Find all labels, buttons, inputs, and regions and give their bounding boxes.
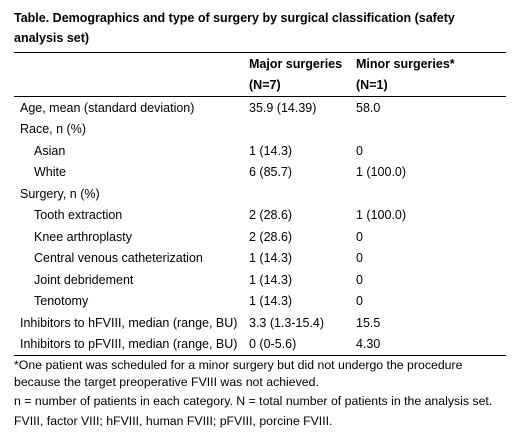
table-row: Asian 1 (14.3) 0 [14,140,506,162]
table-body: Age, mean (standard deviation) 35.9 (14.3… [14,97,506,356]
major-value [243,119,350,141]
minor-value [350,119,506,141]
row-label: Race, n (%) [20,122,86,137]
major-value: 2 (28.6) [249,229,293,244]
row-label: White [34,165,66,180]
footnote: FVIII, factor VIII; hFVIII, human FVIII;… [14,413,333,428]
major-value: 1 (14.3) [249,272,293,287]
minor-value: 0 [356,294,363,309]
row-label: Central venous catheterization [34,251,203,266]
minor-value: 4.30 [350,333,506,356]
minor-value: 0 [356,143,363,158]
minor-value: 1 (100.0) [356,208,407,223]
major-value: 2 (28.6) [249,208,293,223]
row-label: Inhibitors to pFVIII, median (range, BU) [14,333,243,356]
row-label: Tenotomy [34,294,89,309]
row-label: Joint debridement [34,272,134,287]
demographics-table: Major surgeries Minor surgeries* (N=7) (… [14,52,506,356]
row-label: Age, mean (standard deviation) [20,100,195,115]
major-value: 35.9 (14.39) [249,100,317,115]
minor-value: 0 [356,272,363,287]
row-label: Tooth extraction [34,208,123,223]
header-empty-cell [14,52,243,75]
row-label: Asian [34,143,66,158]
table-row: Surgery, n (%) [14,183,506,205]
table-row: Knee arthroplasty 2 (28.6) 0 [14,226,506,248]
header-empty-cell [14,74,243,97]
table-title: Table. Demographics and type of surgery … [14,11,455,45]
minor-value: 0 [356,251,363,266]
header-minor-label: Minor surgeries* [350,52,506,75]
major-value: 3.3 (1.3-15.4) [249,315,325,330]
header-n-row: (N=7) (N=1) [14,74,506,97]
row-label: Knee arthroplasty [34,229,132,244]
table-row: Joint debridement 1 (14.3) 0 [14,269,506,291]
table-row: Tooth extraction 2 (28.6) 1 (100.0) [14,205,506,227]
major-value: 1 (14.3) [249,251,293,266]
row-label: Surgery, n (%) [20,186,100,201]
minor-value [350,183,506,205]
table-row: Inhibitors to pFVIII, median (range, BU)… [14,333,506,356]
table-row: Age, mean (standard deviation) 35.9 (14.3… [14,97,506,119]
major-value [243,183,350,205]
header-minor-n: (N=1) [350,74,506,97]
table-row: Race, n (%) [14,119,506,141]
footnote: *One patient was scheduled for a minor s… [14,358,463,389]
header-major-label: Major surgeries [243,52,350,75]
footnote: n = number of patients in each category.… [14,394,493,408]
table-row: White 6 (85.7) 1 (100.0) [14,162,506,184]
table-row: Central venous catheterization 1 (14.3) 0 [14,248,506,270]
major-value: 1 (14.3) [249,143,293,158]
minor-value: 0 [356,229,363,244]
table-row: Tenotomy 1 (14.3) 0 [14,291,506,313]
header-major-n: (N=7) [243,74,350,97]
minor-value: 58.0 [356,100,381,115]
table-row: Inhibitors to hFVIII, median (range, BU)… [14,312,506,334]
major-value: 6 (85.7) [249,165,293,180]
minor-value: 15.5 [356,315,381,330]
header-row: Major surgeries Minor surgeries* [14,52,506,75]
footnotes: *One patient was scheduled for a minor s… [14,357,506,429]
major-value: 1 (14.3) [249,294,293,309]
major-value: 0 (0-5.6) [243,333,350,356]
minor-value: 1 (100.0) [356,165,407,180]
row-label: Inhibitors to hFVIII, median (range, BU) [20,315,238,330]
